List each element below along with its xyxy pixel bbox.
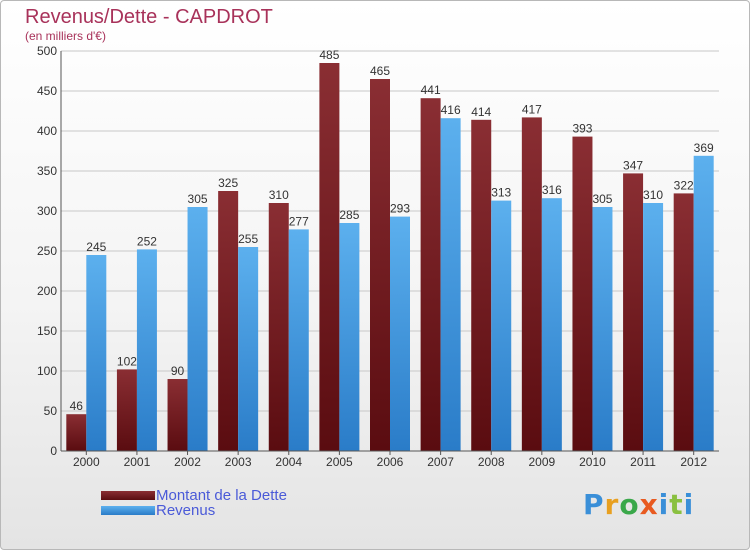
bar-montant-de-la-dette-2007 <box>420 98 441 451</box>
y-tick-label: 350 <box>37 164 57 178</box>
bar-revenus-2010 <box>592 207 613 451</box>
x-tick-label-2011: 2011 <box>630 455 656 469</box>
bar-montant-de-la-dette-2006 <box>370 79 390 451</box>
x-tick-label-2012: 2012 <box>680 455 707 469</box>
value-label-montant-de-la-dette-2011: 347 <box>623 158 643 172</box>
bar-montant-de-la-dette-2005 <box>319 63 340 451</box>
bar-revenus-2007 <box>440 118 461 451</box>
bar-revenus-2004 <box>288 229 309 451</box>
y-tick-label: 50 <box>44 404 58 418</box>
y-tick-label: 200 <box>37 284 57 298</box>
value-label-revenus-2011: 310 <box>643 188 663 202</box>
bar-revenus-2001 <box>136 249 157 451</box>
bar-montant-de-la-dette-2003 <box>218 191 239 451</box>
value-label-revenus-2007: 416 <box>441 103 461 117</box>
x-tick-label-2000: 2000 <box>73 455 100 469</box>
bar-revenus-2009 <box>541 198 562 451</box>
value-label-montant-de-la-dette-2010: 393 <box>572 122 592 136</box>
x-tick-label-2007: 2007 <box>427 455 454 469</box>
bar-montant-de-la-dette-2011 <box>623 173 644 451</box>
legend-swatch-dette <box>101 491 155 500</box>
bar-revenus-2005 <box>339 223 360 451</box>
bar-montant-de-la-dette-2002 <box>167 379 188 451</box>
chart-title: Revenus/Dette - CAPDROT <box>25 6 273 28</box>
legend-swatch-revenus <box>101 506 155 515</box>
x-tick-label-2001: 2001 <box>124 455 151 469</box>
bar-montant-de-la-dette-2012 <box>673 193 694 451</box>
x-tick-label-2005: 2005 <box>326 455 353 469</box>
value-label-montant-de-la-dette-2001: 102 <box>117 354 137 368</box>
value-label-montant-de-la-dette-2012: 322 <box>674 178 694 192</box>
bar-revenus-2000 <box>86 255 107 451</box>
value-label-montant-de-la-dette-2009: 417 <box>522 102 542 116</box>
bar-revenus-2002 <box>187 207 208 451</box>
value-label-revenus-2012: 369 <box>694 141 714 155</box>
bar-montant-de-la-dette-2010 <box>572 136 593 451</box>
y-tick-label: 300 <box>37 204 57 218</box>
y-tick-label: 100 <box>37 364 57 378</box>
y-tick-label: 250 <box>37 244 57 258</box>
value-label-revenus-2009: 316 <box>542 183 562 197</box>
y-tick-label: 0 <box>50 444 57 458</box>
bar-revenus-2003 <box>238 247 259 451</box>
bar-revenus-2008 <box>491 200 512 451</box>
legend-label-dette: Montant de la Dette <box>156 487 287 504</box>
value-label-revenus-2000: 245 <box>86 240 106 254</box>
x-tick-label-2010: 2010 <box>579 455 606 469</box>
bar-montant-de-la-dette-2009 <box>521 117 542 452</box>
y-tick-label: 150 <box>37 324 57 338</box>
value-label-revenus-2008: 313 <box>491 186 511 200</box>
value-label-montant-de-la-dette-2007: 441 <box>421 83 441 97</box>
value-label-revenus-2010: 305 <box>592 192 612 206</box>
x-tick-label-2003: 2003 <box>225 455 252 469</box>
value-label-revenus-2006: 293 <box>390 202 410 216</box>
x-tick-label-2009: 2009 <box>528 455 555 469</box>
bar-montant-de-la-dette-2008 <box>471 119 492 452</box>
value-label-montant-de-la-dette-2005: 485 <box>319 48 339 62</box>
y-tick-label: 500 <box>37 44 57 58</box>
value-label-montant-de-la-dette-2004: 310 <box>269 188 289 202</box>
value-label-montant-de-la-dette-2002: 90 <box>171 364 185 378</box>
value-label-revenus-2003: 255 <box>238 232 258 246</box>
value-label-revenus-2002: 305 <box>188 192 208 206</box>
y-tick-label: 400 <box>37 124 57 138</box>
y-tick-label: 450 <box>37 84 57 98</box>
x-tick-label-2008: 2008 <box>478 455 505 469</box>
chart-subtitle: (en milliers d'€) <box>25 29 106 43</box>
x-tick-label-2002: 2002 <box>174 455 201 469</box>
bar-montant-de-la-dette-2004 <box>268 203 289 451</box>
value-label-montant-de-la-dette-2006: 465 <box>370 64 390 78</box>
bar-revenus-2012 <box>693 155 714 452</box>
value-label-revenus-2005: 285 <box>339 208 359 222</box>
bar-montant-de-la-dette-2001 <box>116 369 137 451</box>
value-label-montant-de-la-dette-2003: 325 <box>218 176 238 190</box>
value-label-montant-de-la-dette-2008: 414 <box>471 105 491 119</box>
value-label-montant-de-la-dette-2000: 46 <box>70 399 84 413</box>
value-label-revenus-2001: 252 <box>137 234 157 248</box>
x-tick-label-2004: 2004 <box>275 455 302 469</box>
proxiti-logo: Proxiti <box>583 488 695 521</box>
bar-montant-de-la-dette-2000 <box>66 414 87 451</box>
bar-revenus-2006 <box>390 216 410 451</box>
x-tick-label-2006: 2006 <box>377 455 404 469</box>
bar-revenus-2011 <box>643 203 664 451</box>
legend-label-revenus: Revenus <box>156 502 216 519</box>
value-label-revenus-2004: 277 <box>289 214 309 228</box>
